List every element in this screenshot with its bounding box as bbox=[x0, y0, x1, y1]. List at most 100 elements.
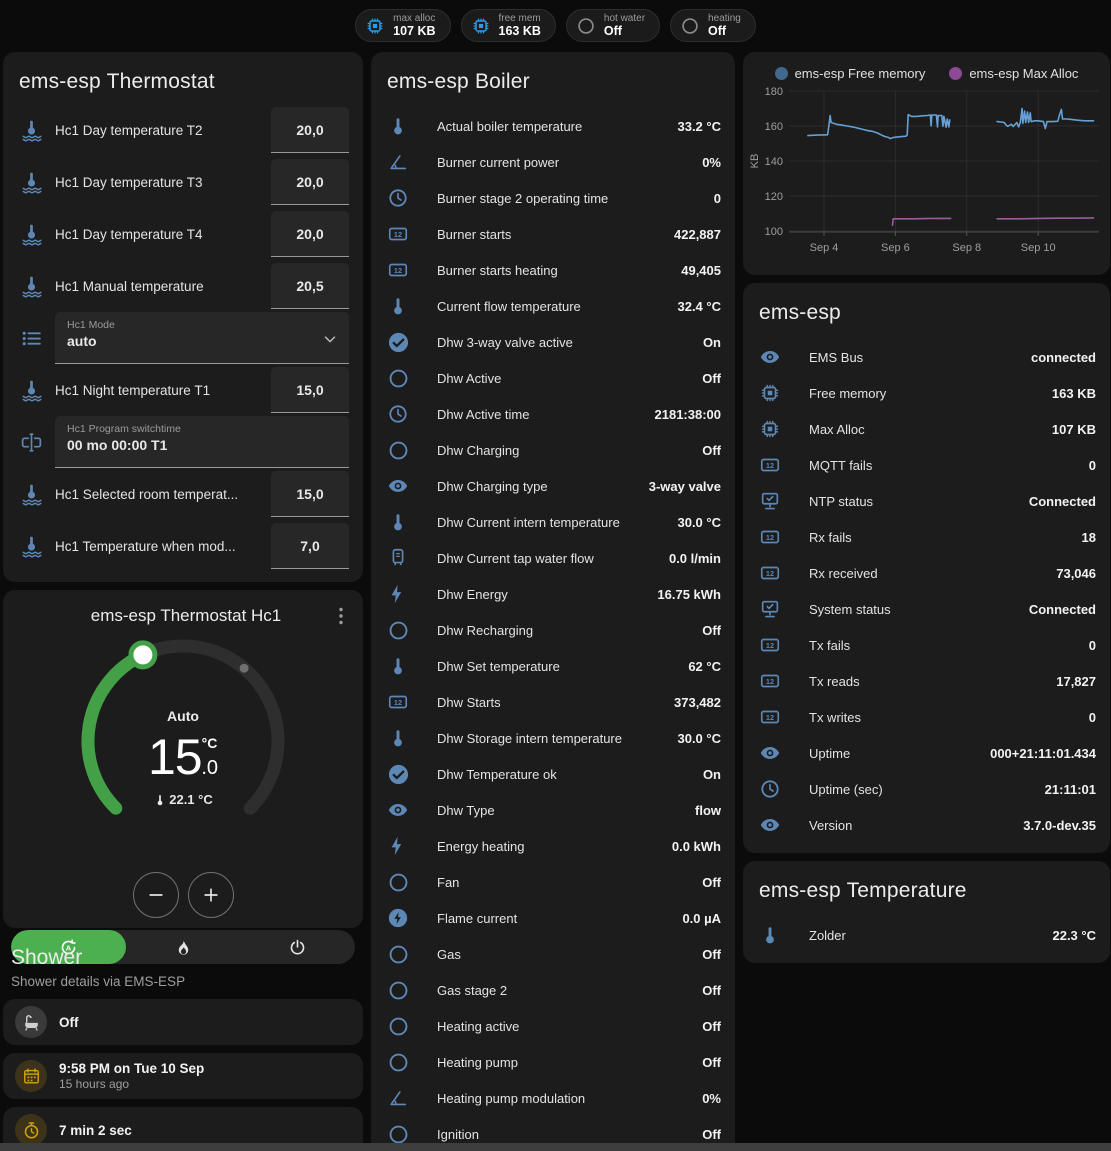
legend-item-free-memory[interactable]: ems-esp Free memory bbox=[774, 66, 925, 81]
shower-tile[interactable]: 9:58 PM on Tue 10 Sep 15 hours ago bbox=[3, 1053, 363, 1099]
entity-row[interactable]: Dhw Active time 2181:38:00 bbox=[387, 396, 721, 432]
network-check-icon bbox=[761, 600, 779, 618]
entity-row[interactable]: 12 Rx received 73,046 bbox=[759, 555, 1096, 591]
entity-label: Uptime bbox=[809, 745, 851, 761]
entity-label: Current flow temperature bbox=[437, 298, 581, 314]
entity-value: flow bbox=[695, 802, 721, 818]
entity-row[interactable]: Heating pump modulation 0% bbox=[387, 1080, 721, 1116]
entity-row[interactable]: Dhw Current intern temperature 30.0 °C bbox=[387, 504, 721, 540]
legend-item-max-alloc[interactable]: ems-esp Max Alloc bbox=[949, 66, 1078, 81]
number-input[interactable] bbox=[271, 367, 349, 413]
entity-row[interactable]: EMS Bus connected bbox=[759, 339, 1096, 375]
thermometer-water-icon bbox=[22, 120, 42, 141]
thermostat-dial[interactable]: Auto 15°C.0 22.1 °C bbox=[3, 630, 363, 866]
svg-text:Sep 8: Sep 8 bbox=[952, 242, 981, 254]
entity-row[interactable]: 12 Tx writes 0 bbox=[759, 699, 1096, 735]
entity-row[interactable]: NTP status Connected bbox=[759, 483, 1096, 519]
entity-row[interactable]: Dhw Set temperature 62 °C bbox=[387, 648, 721, 684]
control-label: Hc1 Selected room temperat... bbox=[55, 486, 239, 502]
number-input[interactable] bbox=[271, 159, 349, 205]
left-column: ems-esp Thermostat Hc1 Day temperature T… bbox=[3, 52, 363, 1151]
entity-label: Rx received bbox=[809, 565, 878, 581]
entity-row[interactable]: Max Alloc 107 KB bbox=[759, 411, 1096, 447]
number-input[interactable] bbox=[271, 263, 349, 309]
kebab-menu-icon[interactable] bbox=[329, 604, 353, 628]
entity-row[interactable]: Burner stage 2 operating time 0 bbox=[387, 180, 721, 216]
entity-row[interactable]: Dhw Charging Off bbox=[387, 432, 721, 468]
decrease-temperature-button[interactable] bbox=[132, 872, 179, 918]
status-badge-heating[interactable]: heating Off bbox=[670, 9, 756, 42]
entity-row[interactable]: Dhw Charging type 3-way valve bbox=[387, 468, 721, 504]
flame-icon bbox=[178, 939, 188, 955]
entity-row[interactable]: Burner current power 0% bbox=[387, 144, 721, 180]
badge-value: Off bbox=[603, 24, 622, 39]
entity-row[interactable]: 12 MQTT fails 0 bbox=[759, 447, 1096, 483]
entity-row[interactable]: Dhw Type flow bbox=[387, 792, 721, 828]
chevron-down-icon bbox=[324, 336, 336, 343]
entity-label: Heating pump modulation bbox=[437, 1090, 586, 1106]
mode-select[interactable]: Hc1 Mode auto bbox=[55, 312, 349, 364]
hvac-mode-flame-button[interactable] bbox=[126, 930, 241, 964]
entity-row[interactable]: Ignition Off bbox=[387, 1116, 721, 1151]
entity-value: 30.0 °C bbox=[677, 730, 721, 746]
increase-temperature-button[interactable] bbox=[187, 872, 234, 918]
svg-text:12: 12 bbox=[766, 677, 774, 686]
badge-value: 107 KB bbox=[393, 24, 436, 39]
dial-target-knob[interactable] bbox=[128, 640, 158, 670]
entity-row[interactable]: 12 Dhw Starts 373,482 bbox=[387, 684, 721, 720]
entity-row[interactable]: Fan Off bbox=[387, 864, 721, 900]
entity-row[interactable]: Version 3.7.0-dev.35 bbox=[759, 807, 1096, 843]
horizontal-scrollbar[interactable] bbox=[0, 1143, 1111, 1151]
entity-label: Dhw Current tap water flow bbox=[437, 550, 594, 566]
status-badge-hot-water[interactable]: hot water Off bbox=[565, 9, 661, 42]
number-input[interactable] bbox=[271, 107, 349, 153]
entity-row[interactable]: 12 Rx fails 18 bbox=[759, 519, 1096, 555]
entity-row[interactable]: Zolder 22.3 °C bbox=[759, 917, 1096, 953]
number-input[interactable] bbox=[271, 211, 349, 257]
entity-row[interactable]: Dhw Current tap water flow 0.0 l/min bbox=[387, 540, 721, 576]
legend-dot bbox=[774, 67, 788, 80]
entity-row[interactable]: 12 Tx reads 17,827 bbox=[759, 663, 1096, 699]
entity-row[interactable]: Current flow temperature 32.4 °C bbox=[387, 288, 721, 324]
hvac-mode-power-button[interactable] bbox=[240, 930, 355, 964]
chip-icon bbox=[473, 18, 488, 33]
entity-row[interactable]: Dhw Temperature ok On bbox=[387, 756, 721, 792]
entity-row[interactable]: Dhw Energy 16.75 kWh bbox=[387, 576, 721, 612]
entity-label: Uptime (sec) bbox=[809, 781, 883, 797]
entity-row[interactable]: Gas stage 2 Off bbox=[387, 972, 721, 1008]
entity-row[interactable]: Flame current 0.0 µA bbox=[387, 900, 721, 936]
hvac-mode-auto-button[interactable]: A bbox=[11, 930, 126, 964]
entity-row[interactable]: Gas Off bbox=[387, 936, 721, 972]
shower-tile[interactable]: Off bbox=[3, 999, 363, 1045]
svg-text:140: 140 bbox=[765, 156, 783, 168]
number-input[interactable] bbox=[271, 523, 349, 569]
entity-row[interactable]: Uptime (sec) 21:11:01 bbox=[759, 771, 1096, 807]
entity-row[interactable]: Free memory 163 KB bbox=[759, 375, 1096, 411]
text-input[interactable]: Hc1 Program switchtime 00 mo 00:00 T1 bbox=[55, 416, 349, 468]
dial-active-arc bbox=[81, 648, 150, 815]
entity-value: On bbox=[702, 334, 721, 350]
entity-row[interactable]: Heating pump Off bbox=[387, 1044, 721, 1080]
entity-row[interactable]: 12 Burner starts heating 49,405 bbox=[387, 252, 721, 288]
entity-row[interactable]: Energy heating 0.0 kWh bbox=[387, 828, 721, 864]
status-badge-free-mem[interactable]: free mem 163 KB bbox=[460, 9, 556, 42]
temperature-rows: Zolder 22.3 °C bbox=[743, 913, 1110, 963]
entity-label: Burner current power bbox=[437, 154, 560, 170]
entity-row[interactable]: 12 Tx fails 0 bbox=[759, 627, 1096, 663]
entity-row[interactable]: Dhw 3-way valve active On bbox=[387, 324, 721, 360]
entity-row[interactable]: System status Connected bbox=[759, 591, 1096, 627]
control-row: Hc1 Day temperature T4 bbox=[19, 208, 349, 260]
entity-value: 422,887 bbox=[674, 226, 721, 242]
entity-label: Rx fails bbox=[809, 529, 852, 545]
entity-row[interactable]: Dhw Active Off bbox=[387, 360, 721, 396]
entity-row[interactable]: Actual boiler temperature 33.2 °C bbox=[387, 108, 721, 144]
number-input[interactable] bbox=[271, 471, 349, 517]
entity-label: Zolder bbox=[809, 927, 846, 943]
entity-row[interactable]: Uptime 000+21:11:01.434 bbox=[759, 735, 1096, 771]
entity-row[interactable]: Dhw Recharging Off bbox=[387, 612, 721, 648]
lightning-circle-icon bbox=[388, 908, 408, 928]
status-badge-max-alloc[interactable]: max alloc 107 KB bbox=[355, 9, 451, 42]
entity-row[interactable]: 12 Burner starts 422,887 bbox=[387, 216, 721, 252]
entity-row[interactable]: Dhw Storage intern temperature 30.0 °C bbox=[387, 720, 721, 756]
entity-row[interactable]: Heating active Off bbox=[387, 1008, 721, 1044]
